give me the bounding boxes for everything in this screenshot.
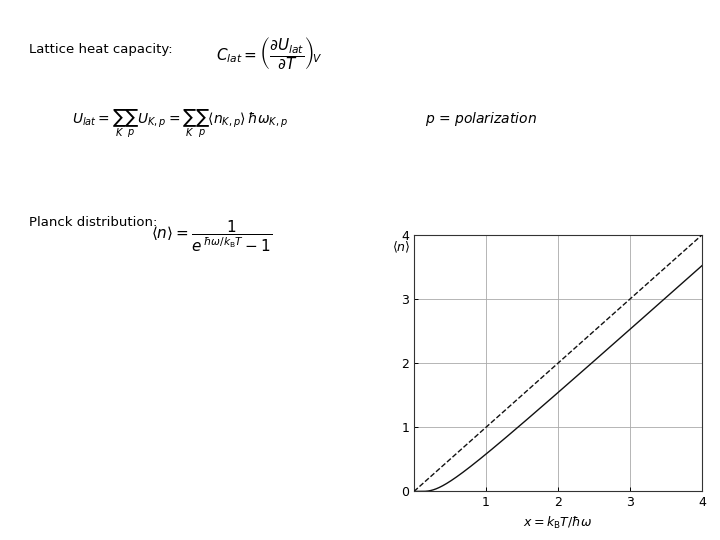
Text: $p$ = polarization: $p$ = polarization — [425, 110, 536, 128]
Text: Lattice heat capacity:: Lattice heat capacity: — [29, 43, 172, 56]
Text: $\langle n \rangle$: $\langle n \rangle$ — [392, 240, 411, 255]
Text: $C_{lat} = \left(\dfrac{\partial U_{lat}}{\partial T}\right)_{\!V}$: $C_{lat} = \left(\dfrac{\partial U_{lat}… — [216, 35, 323, 72]
X-axis label: $x = k_{\rm B}T/\hbar\omega$: $x = k_{\rm B}T/\hbar\omega$ — [523, 515, 593, 531]
Text: $\langle n\rangle = \dfrac{1}{e^{\,\hbar\omega/k_{\rm B}T}-1}$: $\langle n\rangle = \dfrac{1}{e^{\,\hbar… — [151, 219, 272, 254]
Text: Planck distribution:: Planck distribution: — [29, 216, 157, 229]
Text: $U_{lat} = \sum_{K}\sum_{p} U_{K,p} = \sum_{K}\sum_{p}\langle n_{K,p}\rangle\, \: $U_{lat} = \sum_{K}\sum_{p} U_{K,p} = \s… — [72, 108, 288, 140]
